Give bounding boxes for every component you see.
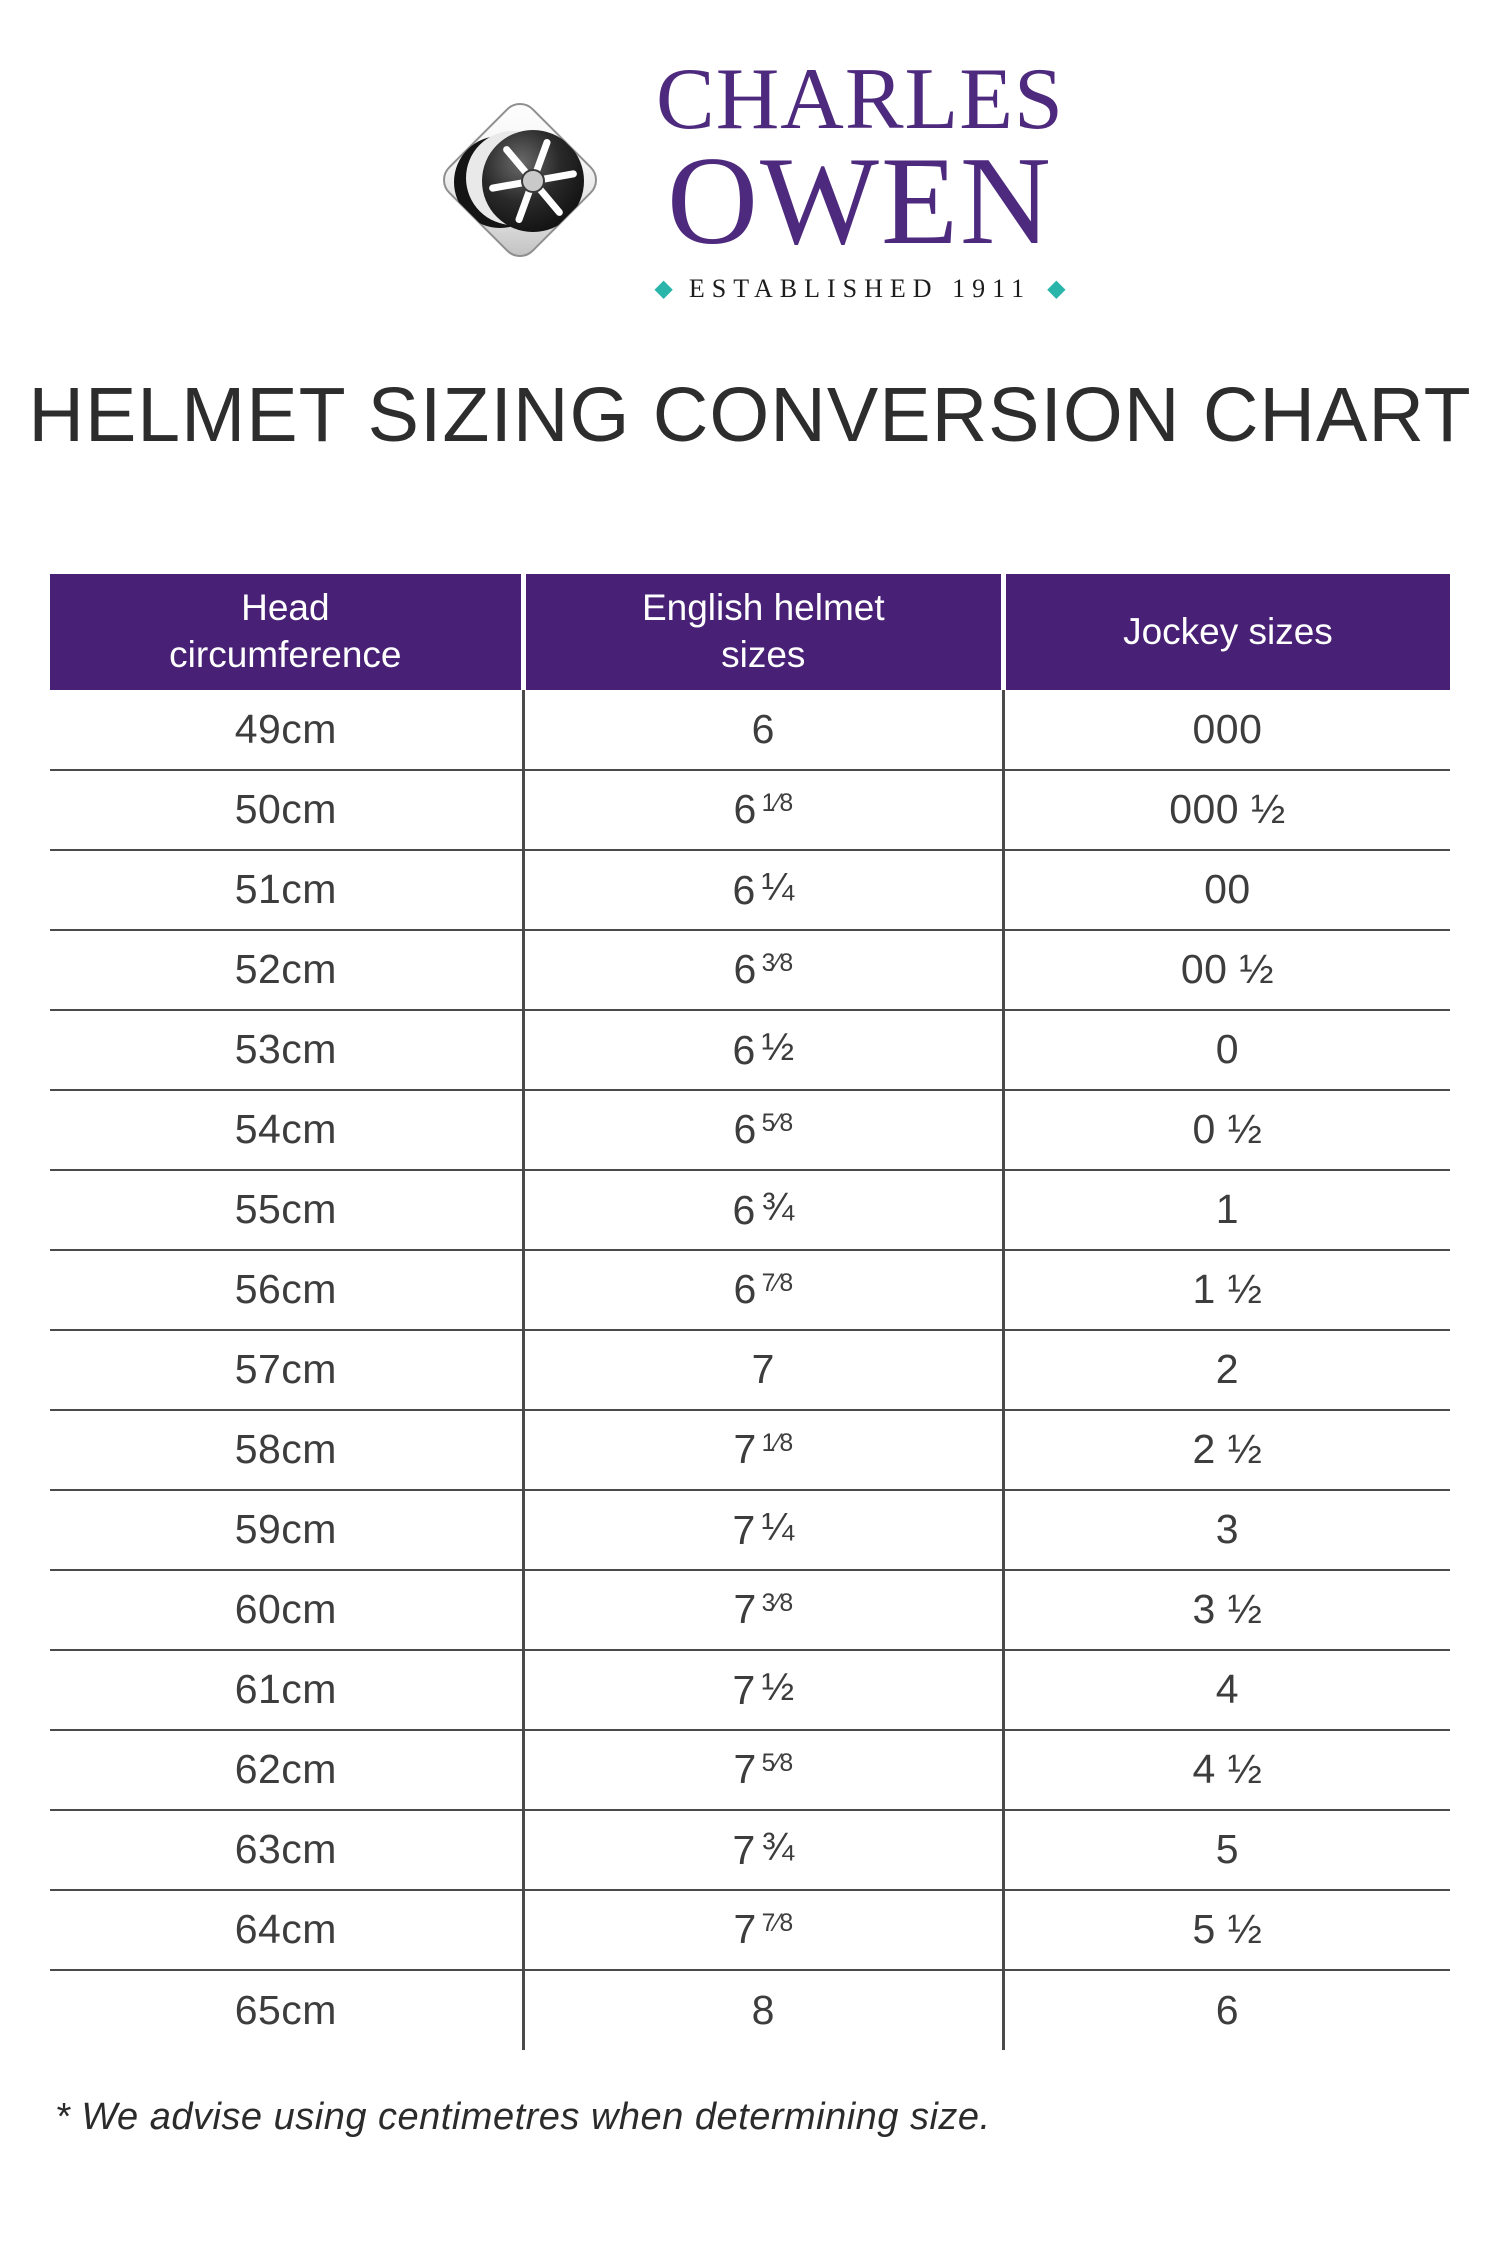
- jockey-size-cell: 00: [1001, 849, 1450, 931]
- head-circumference-cell: 61cm: [50, 1649, 524, 1731]
- column-header-2: Jockey sizes: [1000, 573, 1450, 690]
- teal-diamond-icon: ◆: [654, 276, 673, 303]
- head-circumference-cell: 58cm: [50, 1409, 524, 1491]
- brand-logo: CHARLES OWEN ◆ ESTABLISHED 1911 ◆: [0, 55, 1500, 305]
- table-row: 60cm 7 3⁄8 3 ½: [50, 1569, 1450, 1651]
- table-row: 49cm 6 000: [50, 689, 1450, 771]
- head-circumference-cell: 55cm: [50, 1169, 524, 1251]
- head-circumference-cell: 54cm: [50, 1089, 524, 1171]
- jockey-size-cell: 6: [1001, 1969, 1450, 2050]
- jockey-size-cell: 4: [1001, 1649, 1450, 1731]
- head-circumference-cell: 60cm: [50, 1569, 524, 1651]
- brand-name-owen: OWEN: [667, 132, 1053, 272]
- table-row: 58cm 7 1⁄8 2 ½: [50, 1409, 1450, 1491]
- teal-diamond-icon: ◆: [1047, 276, 1066, 303]
- table-row: 51cm 6 ¼ 00: [50, 849, 1450, 931]
- jockey-size-cell: 4 ½: [1001, 1729, 1450, 1811]
- english-size-cell: 6 1⁄8: [521, 769, 1004, 851]
- head-circumference-cell: 63cm: [50, 1809, 524, 1891]
- head-circumference-cell: 59cm: [50, 1489, 524, 1571]
- jockey-size-cell: 0 ½: [1001, 1089, 1450, 1171]
- table-row: 52cm 6 3⁄8 00 ½: [50, 929, 1450, 1011]
- established-text: ESTABLISHED 1911: [688, 273, 1032, 303]
- jockey-size-cell: 00 ½: [1001, 929, 1450, 1011]
- page-title: HELMET SIZING CONVERSION CHART: [28, 372, 1472, 458]
- jockey-size-cell: 000 ½: [1001, 769, 1450, 851]
- english-size-cell: 7 7⁄8: [521, 1889, 1004, 1971]
- column-header-1: English helmet sizes: [520, 573, 1004, 690]
- brand-wordmark: CHARLES OWEN ◆ ESTABLISHED 1911 ◆: [654, 56, 1065, 304]
- table-row: 57cm 7 2: [50, 1329, 1450, 1411]
- jockey-size-cell: 0: [1001, 1009, 1450, 1091]
- table-row: 59cm 7 ¼ 3: [50, 1489, 1450, 1571]
- table-row: 62cm 7 5⁄8 4 ½: [50, 1729, 1450, 1811]
- jockey-size-cell: 3 ½: [1001, 1569, 1450, 1651]
- table-row: 56cm 6 7⁄8 1 ½: [50, 1249, 1450, 1331]
- english-size-cell: 6: [521, 689, 1004, 771]
- head-circumference-cell: 53cm: [50, 1009, 524, 1091]
- english-size-cell: 7 1⁄8: [521, 1409, 1004, 1491]
- head-circumference-cell: 64cm: [50, 1889, 524, 1971]
- sizing-table-container: Head circumference English helmet sizes Jock…: [50, 573, 1450, 2050]
- english-size-cell: 7 3⁄8: [521, 1569, 1004, 1651]
- table-row: 50cm 6 1⁄8 000 ½: [50, 769, 1450, 851]
- jockey-size-cell: 3: [1001, 1489, 1450, 1571]
- table-body: 49cm 6 000 50cm 6 1⁄8 000 ½ 51cm 6 ¼ 00 52cm 6 3⁄8 00 …: [50, 689, 1450, 2050]
- charles-owen-diamond-icon: [443, 103, 598, 257]
- established-line: ◆ ESTABLISHED 1911 ◆: [654, 274, 1065, 304]
- sizing-table: Head circumference English helmet sizes Jock…: [50, 573, 1450, 2050]
- head-circumference-cell: 62cm: [50, 1729, 524, 1811]
- english-size-cell: 7 5⁄8: [521, 1729, 1004, 1811]
- head-circumference-cell: 51cm: [50, 849, 524, 931]
- head-circumference-cell: 49cm: [50, 689, 524, 771]
- english-size-cell: 6 5⁄8: [521, 1089, 1004, 1171]
- table-header-row: Head circumference English helmet sizes Jock…: [50, 573, 1450, 690]
- jockey-size-cell: 5 ½: [1001, 1889, 1450, 1971]
- jockey-size-cell: 000: [1001, 689, 1450, 771]
- jockey-size-cell: 2: [1001, 1329, 1450, 1411]
- head-circumference-cell: 50cm: [50, 769, 524, 851]
- jockey-size-cell: 5: [1001, 1809, 1450, 1891]
- jockey-size-cell: 1: [1001, 1169, 1450, 1251]
- head-circumference-cell: 57cm: [50, 1329, 524, 1411]
- table-row: 61cm 7 ½ 4: [50, 1649, 1450, 1731]
- table-row: 53cm 6 ½ 0: [50, 1009, 1450, 1091]
- head-circumference-cell: 52cm: [50, 929, 524, 1011]
- jockey-size-cell: 2 ½: [1001, 1409, 1450, 1491]
- head-circumference-cell: 56cm: [50, 1249, 524, 1331]
- column-header-0: Head circumference: [50, 573, 524, 690]
- table-row: 54cm 6 5⁄8 0 ½: [50, 1089, 1450, 1171]
- brand-name-charles: CHARLES: [656, 51, 1064, 149]
- footnote: * We advise using centimetres when deter…: [55, 2095, 991, 2138]
- english-size-cell: 6 7⁄8: [521, 1249, 1004, 1331]
- table-row: 55cm 6 ¾ 1: [50, 1169, 1450, 1251]
- table-row: 63cm 7 ¾ 5: [50, 1809, 1450, 1891]
- table-row: 65cm 8 6: [50, 1969, 1450, 2050]
- table-row: 64cm 7 7⁄8 5 ½: [50, 1889, 1450, 1971]
- head-circumference-cell: 65cm: [234, 1986, 337, 2033]
- jockey-size-cell: 1 ½: [1001, 1249, 1450, 1331]
- english-size-cell: 6 3⁄8: [521, 929, 1004, 1011]
- english-size-cell: 8: [521, 1969, 1004, 2050]
- english-size-cell: 7: [521, 1329, 1004, 1411]
